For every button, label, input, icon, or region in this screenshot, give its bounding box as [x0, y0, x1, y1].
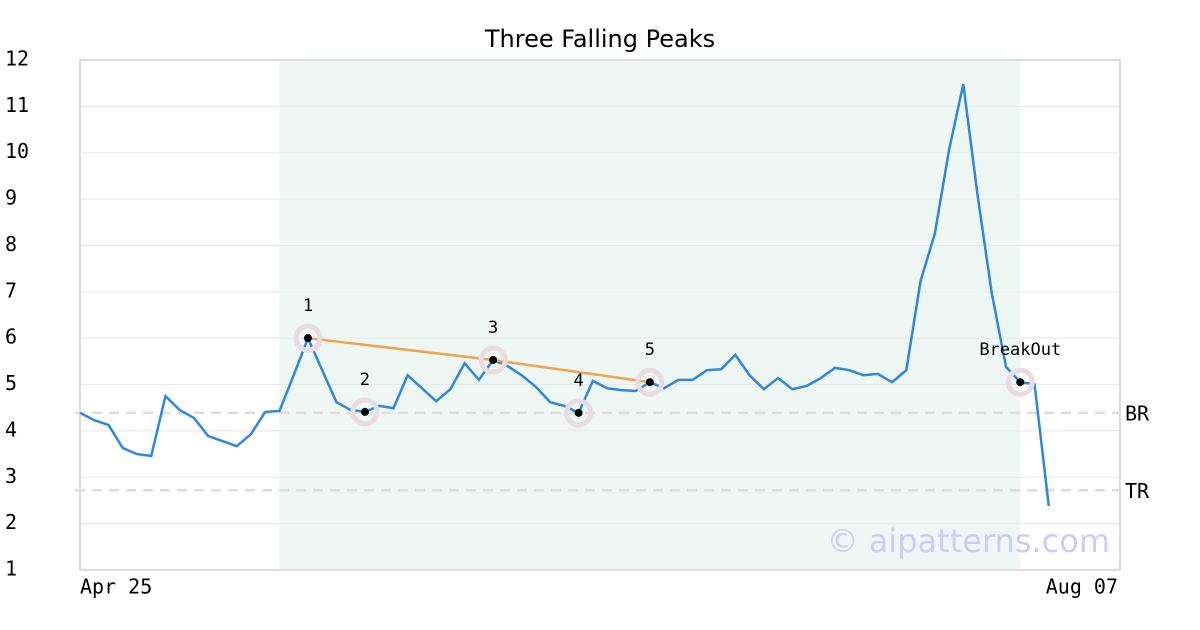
point-marker	[1016, 378, 1025, 387]
point-marker	[303, 334, 312, 343]
point-label: 1	[303, 296, 313, 316]
point-halo	[564, 398, 594, 428]
y-tick-label: 3	[5, 464, 17, 488]
point-label: 2	[360, 370, 370, 390]
x-tick-label: Apr 25	[80, 575, 152, 599]
y-tick-label: 2	[5, 510, 17, 534]
y-tick-label: 12	[5, 47, 29, 71]
point-halo	[635, 367, 665, 397]
point-label: 4	[574, 371, 584, 391]
point-halo	[350, 397, 380, 427]
point-label: 3	[488, 318, 498, 338]
y-tick-label: 8	[5, 232, 17, 256]
chart-title: Three Falling Peaks	[484, 25, 715, 53]
point-marker	[645, 378, 654, 387]
x-tick-label: Aug 07	[1046, 575, 1118, 599]
point-halo	[293, 323, 323, 353]
highlight-region	[279, 60, 1021, 570]
price-line	[79, 83, 1051, 507]
point-marker	[489, 355, 498, 364]
y-tick-label: 4	[5, 417, 17, 441]
level-label: BR	[1125, 401, 1150, 425]
point-label: 5	[645, 340, 655, 360]
point-marker	[360, 407, 369, 416]
point-halo	[1005, 367, 1035, 397]
level-label: TR	[1125, 479, 1150, 503]
y-tick-label: 7	[5, 278, 17, 302]
y-tick-label: 6	[5, 325, 17, 349]
watermark: © aipatterns.com	[827, 522, 1110, 560]
y-tick-label: 10	[5, 139, 29, 163]
point-halo	[478, 345, 508, 375]
point-label: BreakOut	[979, 340, 1061, 360]
y-tick-label: 5	[5, 371, 17, 395]
point-marker	[574, 408, 583, 417]
plot-border	[79, 59, 1121, 571]
y-tick-label: 9	[5, 186, 17, 210]
y-tick-label: 1	[5, 557, 17, 581]
y-tick-label: 11	[5, 93, 29, 117]
